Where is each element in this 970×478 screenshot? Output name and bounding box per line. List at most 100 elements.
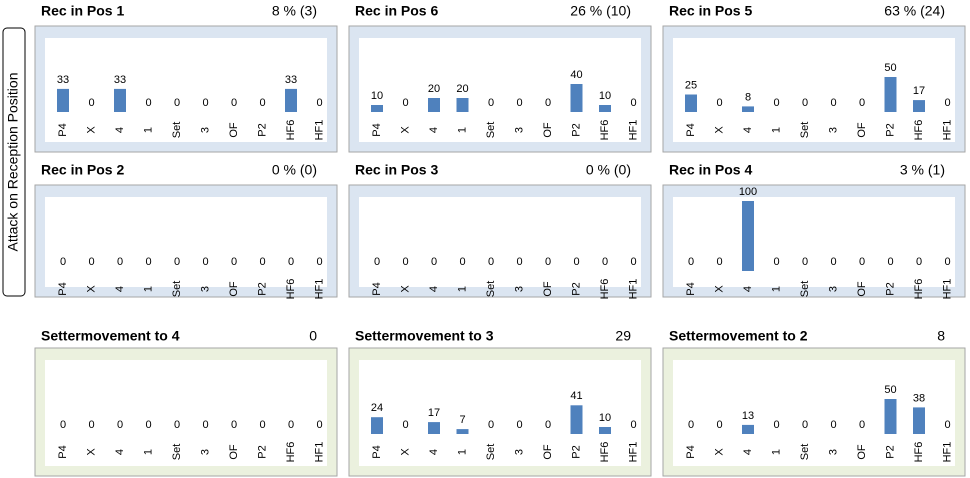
data-label: 0 (716, 97, 722, 109)
x-tick-label: Set (485, 281, 497, 298)
x-tick-label: OF (228, 122, 240, 138)
data-label: 0 (145, 256, 151, 268)
plot-area (45, 38, 327, 142)
chart-stat: 26 % (10) (570, 3, 631, 19)
data-label: 0 (117, 419, 123, 431)
data-label: 0 (402, 97, 408, 109)
data-label: 0 (145, 419, 151, 431)
x-tick-label: OF (856, 281, 868, 297)
data-label: 0 (802, 97, 808, 109)
x-tick-label: X (713, 126, 725, 134)
side-label: Attack on Reception Position (5, 73, 21, 252)
data-label: 33 (57, 74, 69, 86)
data-label: 0 (944, 256, 950, 268)
data-label: 0 (259, 419, 265, 431)
x-tick-label: 1 (770, 449, 782, 455)
x-tick-label: 1 (456, 286, 468, 292)
data-label: 33 (285, 74, 297, 86)
data-label: 40 (570, 69, 582, 81)
bar (57, 88, 69, 112)
data-label: 0 (630, 419, 636, 431)
chart-stat: 0 % (0) (586, 162, 631, 178)
data-label: 0 (716, 256, 722, 268)
data-label: 0 (516, 97, 522, 109)
bar (428, 98, 440, 112)
x-tick-label: 4 (742, 449, 754, 455)
bar (884, 77, 897, 112)
data-label: 0 (688, 419, 694, 431)
data-label: 0 (60, 419, 66, 431)
x-tick-label: 3 (827, 449, 839, 455)
plot-area (359, 360, 641, 466)
bar (285, 88, 297, 112)
data-label: 0 (573, 256, 579, 268)
x-tick-label: 1 (456, 127, 468, 133)
x-tick-label: P4 (685, 445, 697, 458)
x-tick-label: P4 (57, 282, 69, 295)
chart-title: Rec in Pos 6 (355, 3, 438, 19)
bar (599, 427, 611, 434)
x-tick-label: HF6 (913, 279, 925, 300)
x-tick-label: Set (799, 444, 811, 461)
x-tick-label: 3 (199, 449, 211, 455)
chart-title: Rec in Pos 3 (355, 162, 438, 178)
bar (913, 407, 925, 434)
chart-stat: 63 % (24) (884, 3, 945, 19)
data-label: 0 (859, 419, 865, 431)
x-tick-label: 1 (456, 449, 468, 455)
bar (371, 105, 383, 112)
x-tick-label: Set (171, 122, 183, 139)
x-tick-label: 4 (428, 449, 440, 455)
data-label: 0 (830, 419, 836, 431)
x-tick-label: 4 (114, 286, 126, 292)
data-label: 33 (114, 74, 126, 86)
x-tick-label: HF1 (941, 279, 953, 300)
x-tick-label: Set (171, 281, 183, 298)
data-label: 0 (916, 256, 922, 268)
data-label: 0 (117, 256, 123, 268)
x-tick-label: P4 (57, 123, 69, 136)
x-tick-label: 1 (770, 127, 782, 133)
bar (913, 100, 925, 112)
data-label: 0 (944, 419, 950, 431)
x-tick-label: HF6 (285, 442, 297, 463)
data-label: 50 (884, 62, 896, 74)
x-tick-label: P2 (884, 445, 896, 458)
data-label: 0 (859, 97, 865, 109)
x-tick-label: HF6 (599, 120, 611, 141)
x-tick-label: HF1 (313, 442, 325, 463)
x-tick-label: OF (228, 444, 240, 460)
x-tick-label: P2 (884, 123, 896, 136)
x-tick-label: P4 (371, 282, 383, 295)
x-tick-label: OF (856, 122, 868, 138)
x-tick-label: P2 (570, 282, 582, 295)
x-tick-label: HF1 (313, 279, 325, 300)
data-label: 0 (316, 419, 322, 431)
data-label: 0 (716, 419, 722, 431)
data-label: 0 (459, 256, 465, 268)
bar (685, 94, 697, 112)
x-tick-label: 3 (513, 286, 525, 292)
plot-area (45, 360, 327, 466)
x-tick-label: OF (542, 281, 554, 297)
bar (456, 98, 469, 112)
chart-stat: 0 % (0) (272, 162, 317, 178)
bar (742, 106, 754, 112)
x-tick-label: HF6 (913, 120, 925, 141)
x-tick-label: HF1 (313, 120, 325, 141)
x-tick-label: 4 (742, 127, 754, 133)
x-tick-label: 1 (770, 286, 782, 292)
x-tick-label: Set (171, 444, 183, 461)
data-label: 0 (802, 256, 808, 268)
x-tick-label: X (713, 285, 725, 293)
x-tick-label: P4 (371, 123, 383, 136)
data-label: 0 (145, 97, 151, 109)
data-label: 0 (688, 256, 694, 268)
x-tick-label: HF1 (941, 442, 953, 463)
data-label: 0 (402, 256, 408, 268)
data-label: 0 (174, 256, 180, 268)
x-tick-label: P2 (256, 123, 268, 136)
data-label: 0 (316, 256, 322, 268)
data-label: 0 (773, 256, 779, 268)
data-label: 0 (231, 256, 237, 268)
